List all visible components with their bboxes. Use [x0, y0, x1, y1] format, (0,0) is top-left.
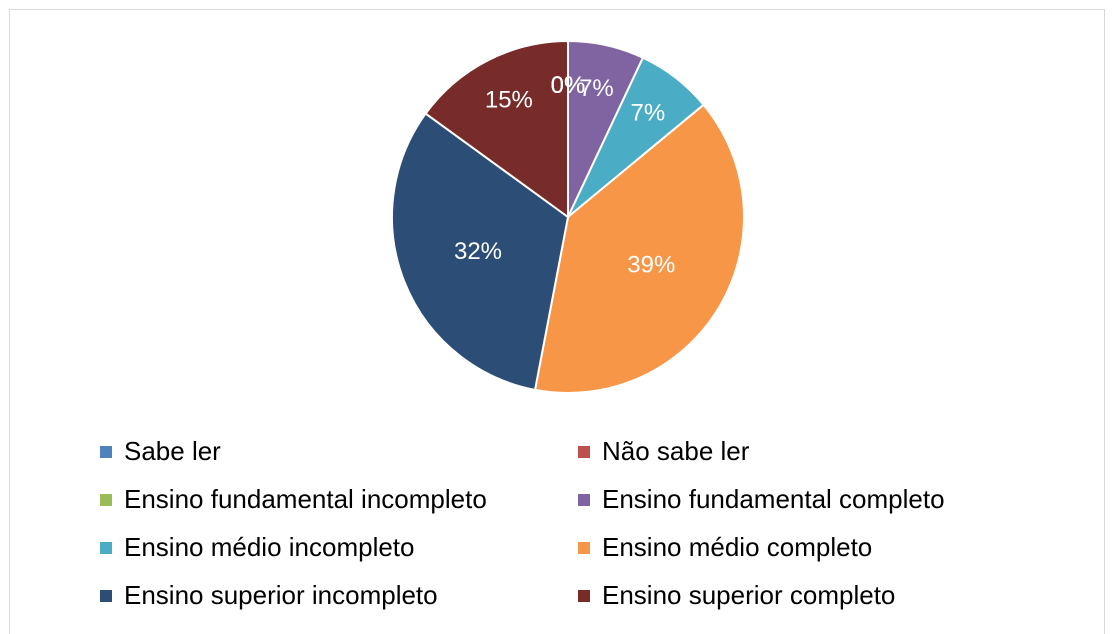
legend-marker	[100, 446, 112, 458]
legend-marker	[578, 542, 590, 554]
legend-label: Sabe ler	[124, 436, 221, 466]
data-label: 0%	[551, 72, 586, 99]
data-label: 0%	[551, 72, 586, 99]
legend-marker	[578, 590, 590, 602]
legend-label: Ensino médio completo	[602, 532, 872, 562]
data-label: 0%	[551, 72, 586, 99]
legend-marker	[100, 494, 112, 506]
data-label: 32%	[454, 238, 502, 265]
pie-slice	[533, 103, 745, 394]
legend-label: Ensino médio incompleto	[124, 532, 415, 562]
legend-marker	[578, 494, 590, 506]
data-label: 7%	[630, 99, 665, 126]
legend-marker	[100, 542, 112, 554]
pie-slice	[424, 39, 569, 219]
legend-label: Ensino fundamental incompleto	[124, 484, 487, 514]
legend-label: Ensino superior incompleto	[124, 580, 438, 610]
legend-label: Não sabe ler	[602, 436, 750, 466]
legend-label: Ensino superior completo	[602, 580, 895, 610]
data-label: 15%	[485, 86, 533, 113]
pie-slice	[391, 112, 570, 392]
data-label: 39%	[627, 252, 675, 279]
legend-marker	[100, 590, 112, 602]
legend-label: Ensino fundamental completo	[602, 484, 945, 514]
legend-marker	[578, 446, 590, 458]
data-label: 7%	[579, 75, 614, 102]
